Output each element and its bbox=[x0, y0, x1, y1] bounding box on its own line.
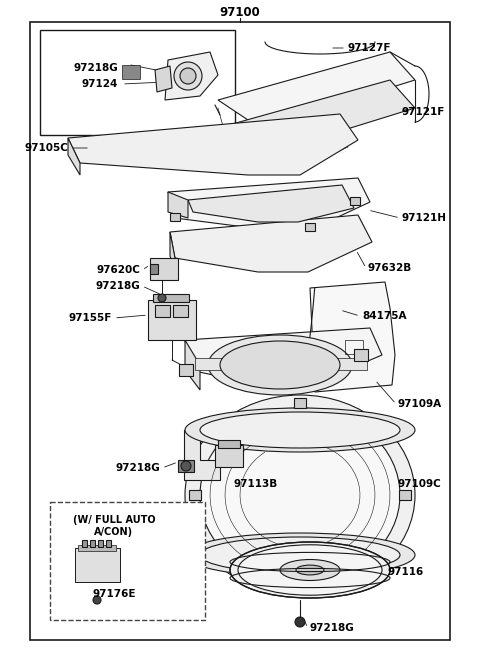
Ellipse shape bbox=[280, 559, 340, 580]
Polygon shape bbox=[188, 185, 354, 222]
Bar bbox=[153, 294, 189, 302]
Polygon shape bbox=[170, 232, 175, 272]
Text: 84175A: 84175A bbox=[362, 311, 407, 321]
Text: 97218G: 97218G bbox=[95, 281, 140, 291]
Text: 97116: 97116 bbox=[388, 567, 424, 577]
Circle shape bbox=[174, 62, 202, 90]
Bar bbox=[150, 258, 178, 280]
Bar bbox=[189, 490, 201, 500]
Bar bbox=[354, 349, 368, 361]
Bar bbox=[82, 540, 87, 547]
Polygon shape bbox=[168, 178, 370, 230]
Text: 97105C: 97105C bbox=[24, 143, 68, 153]
Bar bbox=[195, 358, 367, 370]
Bar bbox=[98, 540, 103, 547]
Bar bbox=[106, 540, 111, 547]
Circle shape bbox=[158, 294, 166, 302]
Bar bbox=[90, 540, 95, 547]
Bar bbox=[215, 445, 243, 467]
Circle shape bbox=[180, 68, 196, 84]
Ellipse shape bbox=[230, 542, 390, 598]
Ellipse shape bbox=[200, 412, 400, 448]
Text: (W/ FULL AUTO
A/CON): (W/ FULL AUTO A/CON) bbox=[72, 515, 156, 537]
Text: 97100: 97100 bbox=[220, 5, 260, 18]
Text: 97109A: 97109A bbox=[398, 399, 442, 409]
Bar bbox=[218, 440, 240, 448]
Bar bbox=[122, 65, 140, 79]
Text: 97218G: 97218G bbox=[115, 463, 160, 473]
Bar bbox=[294, 582, 306, 592]
Bar bbox=[345, 340, 363, 354]
Polygon shape bbox=[165, 52, 218, 100]
Circle shape bbox=[181, 461, 191, 471]
Bar bbox=[155, 305, 170, 317]
Text: 97121H: 97121H bbox=[402, 213, 447, 223]
Text: 97127F: 97127F bbox=[348, 43, 392, 53]
Text: 97155F: 97155F bbox=[69, 313, 112, 323]
Bar bbox=[150, 264, 158, 274]
Text: 97176E: 97176E bbox=[92, 589, 136, 599]
Ellipse shape bbox=[238, 545, 382, 595]
Bar bbox=[179, 364, 193, 376]
Polygon shape bbox=[218, 80, 415, 156]
Ellipse shape bbox=[200, 408, 400, 582]
Polygon shape bbox=[155, 66, 172, 92]
Polygon shape bbox=[185, 340, 200, 390]
Polygon shape bbox=[184, 430, 220, 480]
Bar bbox=[40, 30, 235, 135]
Text: 97113B: 97113B bbox=[234, 479, 278, 489]
Text: 97218G: 97218G bbox=[310, 623, 355, 633]
Polygon shape bbox=[218, 52, 415, 128]
Ellipse shape bbox=[220, 341, 340, 389]
Ellipse shape bbox=[296, 565, 324, 575]
Polygon shape bbox=[170, 215, 372, 272]
Text: 97109C: 97109C bbox=[398, 479, 442, 489]
Ellipse shape bbox=[185, 395, 415, 595]
Bar bbox=[50, 502, 205, 620]
Circle shape bbox=[295, 617, 305, 627]
Ellipse shape bbox=[208, 335, 352, 395]
Polygon shape bbox=[68, 114, 358, 175]
Text: 97632B: 97632B bbox=[368, 263, 412, 273]
Text: 97218G: 97218G bbox=[73, 63, 118, 73]
Text: 97620C: 97620C bbox=[96, 265, 140, 275]
Bar bbox=[78, 545, 116, 551]
Ellipse shape bbox=[185, 408, 415, 452]
Text: 97124: 97124 bbox=[82, 79, 118, 89]
Polygon shape bbox=[68, 138, 80, 175]
Bar bbox=[148, 300, 196, 340]
Polygon shape bbox=[168, 192, 188, 218]
Bar bbox=[173, 305, 188, 317]
Polygon shape bbox=[310, 282, 395, 392]
Ellipse shape bbox=[200, 537, 400, 573]
Ellipse shape bbox=[185, 533, 415, 577]
Bar bbox=[30, 22, 450, 640]
Bar bbox=[350, 197, 360, 205]
Bar bbox=[294, 398, 306, 408]
Text: 97121F: 97121F bbox=[402, 107, 445, 117]
Bar bbox=[305, 223, 315, 231]
Bar bbox=[399, 490, 411, 500]
Bar bbox=[75, 548, 120, 582]
Circle shape bbox=[93, 596, 101, 604]
Polygon shape bbox=[185, 328, 382, 390]
Bar bbox=[178, 460, 194, 472]
Bar bbox=[170, 213, 180, 221]
